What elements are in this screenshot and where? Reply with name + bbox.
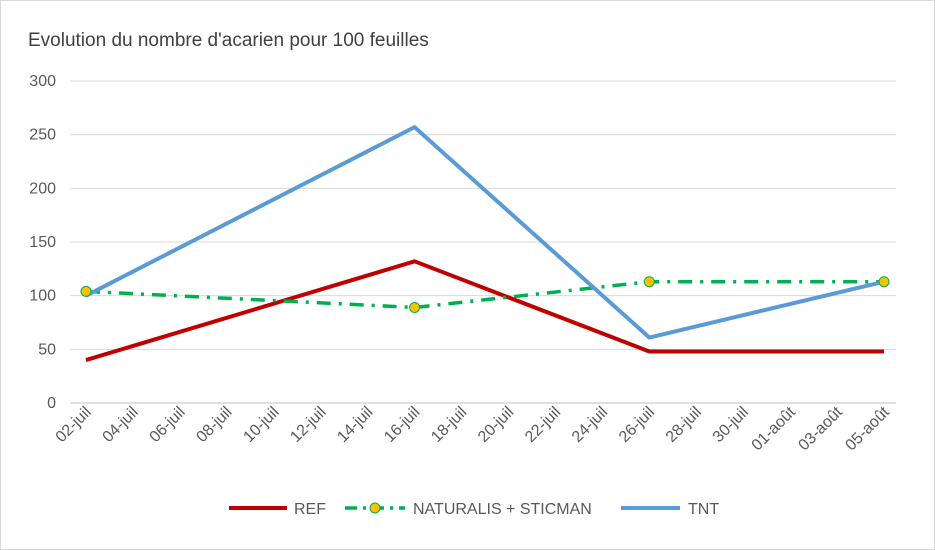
y-tick-label: 100: [29, 288, 56, 305]
data-point: [878, 276, 890, 288]
y-tick-label: 150: [29, 234, 56, 251]
x-tick-label: 02-juil: [53, 404, 95, 446]
data-point: [80, 285, 92, 297]
x-tick-label: 12-juil: [287, 404, 329, 446]
legend-label: REF: [294, 501, 326, 518]
x-tick-label: 18-juil: [428, 404, 470, 446]
x-tick-label: 03-août: [795, 403, 846, 454]
x-tick-label: 08-juil: [193, 404, 235, 446]
y-tick-label: 300: [29, 73, 56, 90]
x-tick-label: 10-juil: [240, 404, 282, 446]
x-tick-label: 30-juil: [710, 404, 752, 446]
series-line-2: [85, 125, 885, 340]
legend-marker: [369, 502, 381, 514]
y-tick-label: 200: [29, 180, 56, 197]
x-tick-label: 24-juil: [569, 404, 611, 446]
y-tick-label: 50: [38, 341, 56, 358]
series-line-0: [85, 259, 884, 362]
x-tick-label: 28-juil: [663, 404, 705, 446]
legend-label: NATURALIS + STICMAN: [413, 501, 592, 518]
y-tick-label: 250: [29, 127, 56, 144]
x-tick-label: 22-juil: [522, 404, 564, 446]
y-tick-label: 0: [47, 395, 56, 412]
x-tick-label: 16-juil: [381, 404, 423, 446]
x-tick-label: 04-juil: [100, 404, 142, 446]
x-tick-label: 26-juil: [616, 404, 658, 446]
chart-title: Evolution du nombre d'acarien pour 100 f…: [28, 30, 429, 51]
x-tick-label: 06-juil: [147, 404, 189, 446]
x-tick-label: 01-août: [749, 403, 800, 454]
x-tick-label: 20-juil: [475, 404, 517, 446]
data-point: [409, 301, 421, 313]
x-tick-label: 05-août: [842, 403, 893, 454]
data-point: [643, 276, 655, 288]
series-line-1: [85, 279, 884, 310]
x-tick-label: 14-juil: [334, 404, 376, 446]
legend-label: TNT: [688, 501, 719, 518]
